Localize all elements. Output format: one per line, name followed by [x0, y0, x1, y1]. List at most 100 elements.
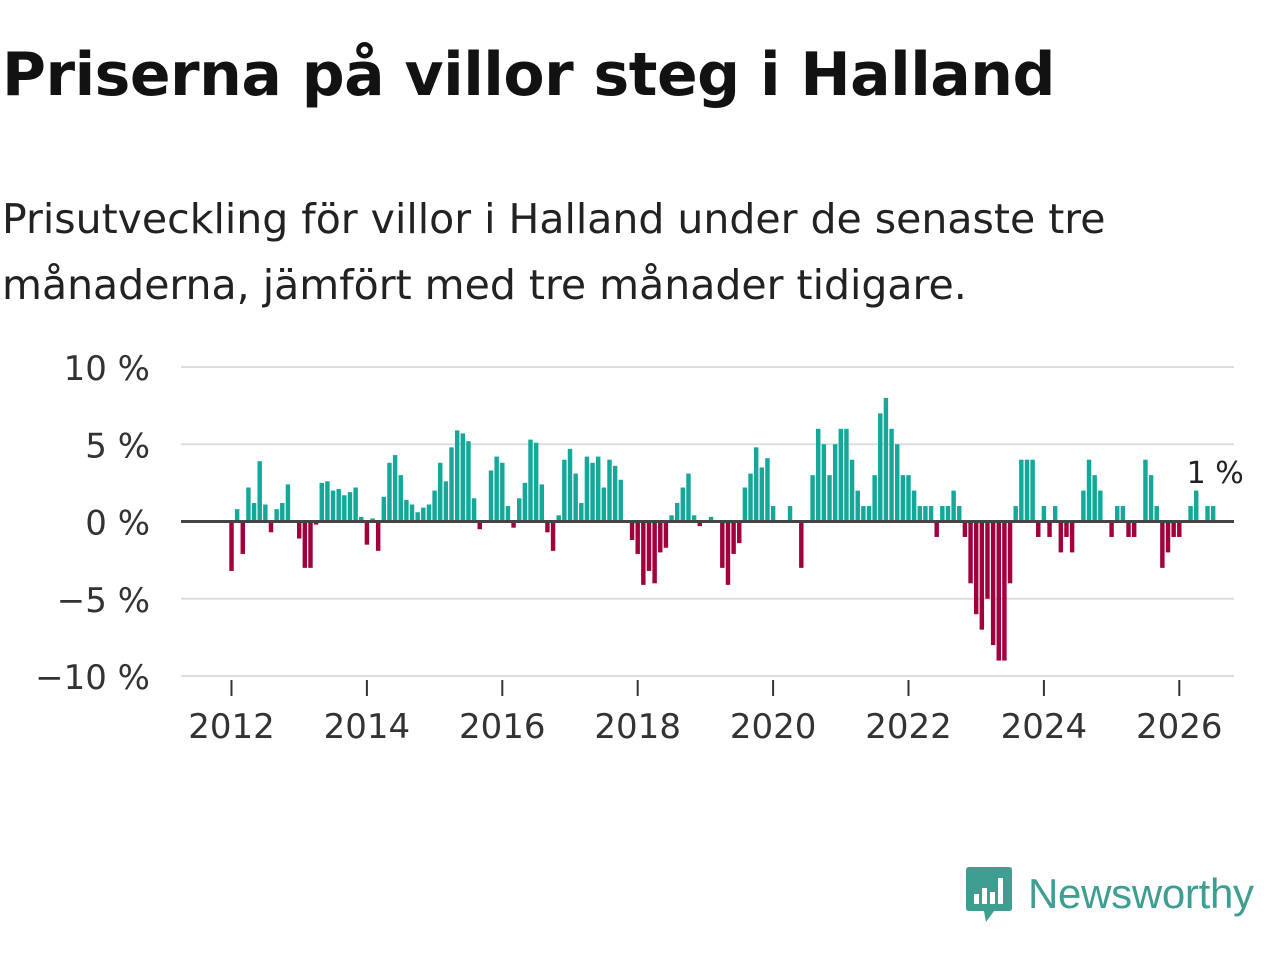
- bars: [229, 397, 1216, 661]
- bar: [398, 475, 403, 522]
- bar: [900, 475, 906, 522]
- bar: [1058, 521, 1064, 553]
- newsworthy-logo: Newsworthy: [964, 864, 1254, 924]
- bar: [466, 441, 471, 522]
- bar: [658, 521, 663, 553]
- bar: [945, 506, 951, 522]
- y-axis-labels: 10 % 5 % 0 % −5 % −10 %: [35, 349, 150, 698]
- bar: [612, 465, 618, 522]
- bar: [1126, 521, 1131, 537]
- bar: [285, 484, 291, 522]
- bar: [753, 447, 759, 522]
- bar: [725, 521, 731, 585]
- bar: [330, 490, 336, 522]
- y-tick-label: 0 %: [85, 504, 150, 544]
- bar: [500, 462, 505, 522]
- bar: [460, 433, 466, 522]
- bar: [229, 521, 234, 571]
- bar: [720, 521, 725, 568]
- bar: [488, 470, 494, 522]
- bar: [426, 504, 432, 522]
- bar: [1205, 506, 1210, 522]
- bar: [669, 515, 674, 522]
- bar: [392, 455, 398, 522]
- bar: [296, 521, 302, 539]
- bar: [240, 521, 245, 554]
- bar-chart: 10 % 5 % 0 % −5 % −10 % 2012 2014 2016 2018 2020…: [35, 349, 1244, 747]
- bar: [342, 495, 347, 522]
- bar: [1041, 506, 1047, 522]
- bar: [359, 516, 364, 522]
- bar: [985, 521, 990, 599]
- bar: [528, 439, 533, 522]
- bar: [895, 444, 900, 522]
- x-tick-label: 2024: [1001, 707, 1088, 747]
- bar: [454, 430, 460, 522]
- y-tick-label: 10 %: [64, 349, 150, 389]
- bar: [827, 475, 832, 522]
- bar: [1047, 521, 1052, 537]
- chart-subtitle: Prisutveckling för villor i Halland unde…: [2, 195, 1106, 309]
- bar: [1171, 521, 1176, 537]
- bar: [1081, 490, 1086, 522]
- bar: [1131, 521, 1137, 537]
- bar: [1092, 475, 1097, 522]
- x-axis-ticks: [230, 680, 1181, 696]
- bar: [257, 461, 262, 522]
- bar: [889, 428, 894, 522]
- bar: [1120, 506, 1126, 522]
- bar: [1007, 521, 1013, 584]
- bar: [832, 444, 838, 522]
- y-tick-label: 5 %: [85, 426, 150, 466]
- bar: [1210, 506, 1216, 522]
- bar: [353, 487, 358, 522]
- bar: [1177, 521, 1182, 537]
- bar: [319, 482, 324, 522]
- last-value-label: 1 %: [1187, 456, 1244, 491]
- bar: [556, 515, 561, 522]
- bar: [522, 482, 528, 522]
- bar: [590, 462, 595, 522]
- bar: [787, 506, 793, 522]
- newsworthy-logo-icon: [966, 867, 1012, 922]
- bar: [866, 506, 872, 522]
- bar: [641, 521, 646, 585]
- bar: [325, 481, 330, 522]
- bar: [1052, 506, 1058, 522]
- bar: [601, 487, 607, 522]
- bar: [1115, 506, 1120, 522]
- bar: [759, 467, 765, 522]
- bar: [336, 489, 341, 522]
- bar: [883, 397, 889, 522]
- bar: [810, 475, 815, 522]
- bar: [940, 506, 945, 522]
- bar: [951, 490, 956, 522]
- bar: [505, 506, 511, 522]
- bar: [268, 521, 274, 533]
- y-tick-label: −10 %: [35, 658, 150, 698]
- bar: [646, 521, 652, 571]
- bar: [1030, 459, 1035, 522]
- bar: [471, 498, 477, 522]
- bar: [680, 487, 686, 522]
- bar: [708, 516, 714, 522]
- bar: [878, 413, 883, 522]
- bar: [996, 521, 1001, 661]
- x-tick-label: 2022: [865, 707, 952, 747]
- y-tick-label: −5 %: [57, 581, 150, 621]
- bar: [917, 506, 922, 522]
- bar: [697, 521, 702, 527]
- bar: [545, 521, 550, 533]
- bar: [607, 459, 612, 522]
- bar: [347, 492, 353, 522]
- bar: [381, 496, 387, 522]
- bar: [838, 428, 844, 522]
- bar: [494, 456, 499, 522]
- bar: [618, 479, 623, 522]
- bar: [1194, 490, 1199, 522]
- bar: [246, 487, 251, 522]
- bar: [816, 428, 821, 522]
- bar: [370, 518, 375, 522]
- bar: [923, 506, 928, 522]
- bar: [375, 521, 381, 551]
